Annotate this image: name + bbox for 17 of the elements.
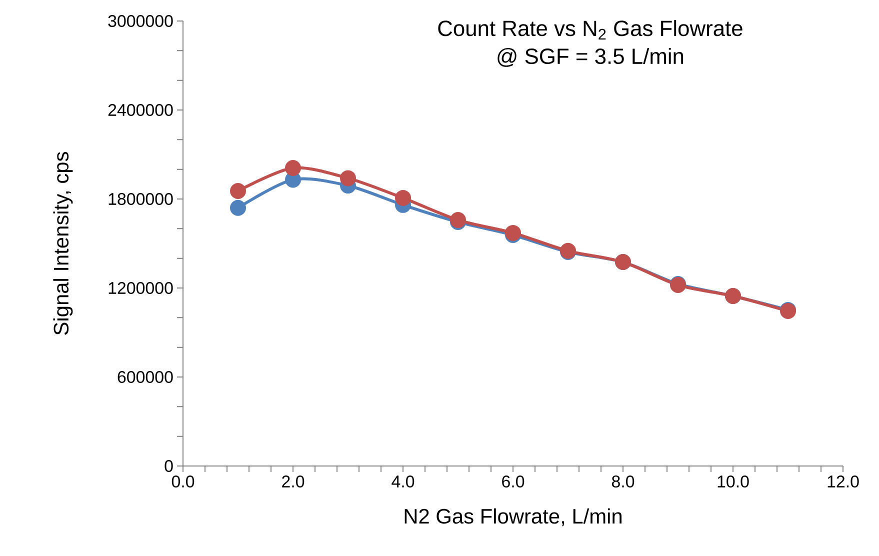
y-tick-label: 0	[164, 460, 173, 472]
y-tick-label: 1800000	[108, 192, 173, 205]
x-tick-label: 2.0	[282, 476, 304, 488]
x-tick-label: 6.0	[502, 476, 524, 488]
chart-title: Count Rate vs N$_{2}$ Gas Flowrate	[438, 20, 742, 40]
x-tick-label: 8.0	[612, 476, 634, 488]
x-tick-label: 0.0	[172, 476, 194, 488]
y-tick-label: 1200000	[108, 282, 173, 294]
text: @ SGF = 3.5 L/min	[498, 48, 684, 67]
y-tick-label: 2400000	[108, 104, 173, 116]
y-tick-label: 3000000	[108, 14, 173, 27]
x-tick-label: 12.0	[828, 476, 859, 488]
y-tick-label: 600000	[118, 370, 173, 383]
x-tick-label: 4.0	[392, 476, 414, 488]
x-axis-title: N2 Gas Flowrate, L/min	[404, 508, 622, 526]
x-tick-label: 10.0	[718, 476, 749, 488]
y-axis-title: Signal Intensity, cps	[53, 152, 73, 335]
